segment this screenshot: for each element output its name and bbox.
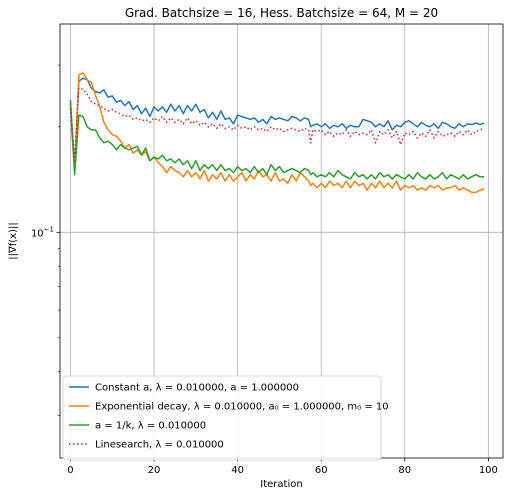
legend-box [62,375,382,461]
x-tick-label: 100 [479,465,498,476]
x-tick-label: 80 [398,465,411,476]
x-tick-label: 60 [315,465,328,476]
x-tick-label: 20 [148,465,161,476]
x-axis-label: Iteration [260,479,302,490]
legend-label-4: Linesearch, λ = 0.010000 [95,440,224,451]
x-tick-label: 0 [67,465,73,476]
x-tick-label: 40 [231,465,244,476]
legend-label-1: Constant a, λ = 0.010000, a = 1.000000 [95,383,299,394]
y-axis-label: ||∇f(x)|| [8,222,19,259]
series-line-4 [69,87,485,162]
chart-title: Grad. Batchsize = 16, Hess. Batchsize = … [125,6,438,20]
y-tick-label: 10−1 [31,225,54,239]
legend-label-3: a = 1/k, λ = 0.010000 [95,421,206,432]
y-axis-ticks: 10−1 [31,64,60,416]
y-tick-label-exponent: −1 [44,225,54,233]
series-line-3 [69,104,485,180]
legend-label-2: Exponential decay, λ = 0.010000, a₀ = 1.… [95,402,389,413]
series-line-1 [69,77,485,170]
legend: Constant a, λ = 0.010000, a = 1.000000 Ex… [62,375,389,461]
y-tick-label-base: 10 [31,228,44,239]
grid [60,24,503,458]
series-group [69,72,485,194]
